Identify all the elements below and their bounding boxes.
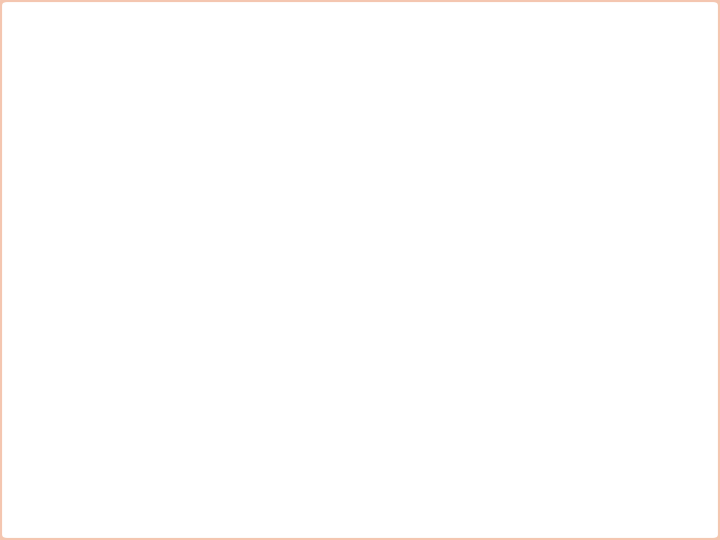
Text: Virtual 370s: Virtual 370s	[323, 95, 397, 108]
Text: System calls here: System calls here	[569, 130, 661, 140]
Bar	[158, 151, 562, 378]
Text: CMS: CMS	[474, 190, 505, 204]
Circle shape	[634, 486, 691, 529]
Text: CMS: CMS	[208, 190, 238, 204]
Text: Trap here: Trap here	[569, 206, 618, 215]
Text: CMS: CMS	[338, 190, 368, 204]
Text: I/O instructions here: I/O instructions here	[22, 187, 128, 197]
Text: 370 Bare hardware: 370 Bare hardware	[294, 339, 426, 353]
Text: VIRTUAL MACHINE: VIRTUAL MACHINE	[40, 54, 319, 83]
Text: Structure of VM/370 with CMS: Structure of VM/370 with CMS	[105, 436, 442, 455]
Text: 83: 83	[654, 501, 671, 514]
Text: Trap here: Trap here	[43, 233, 92, 242]
Text: VM/370: VM/370	[334, 271, 386, 285]
